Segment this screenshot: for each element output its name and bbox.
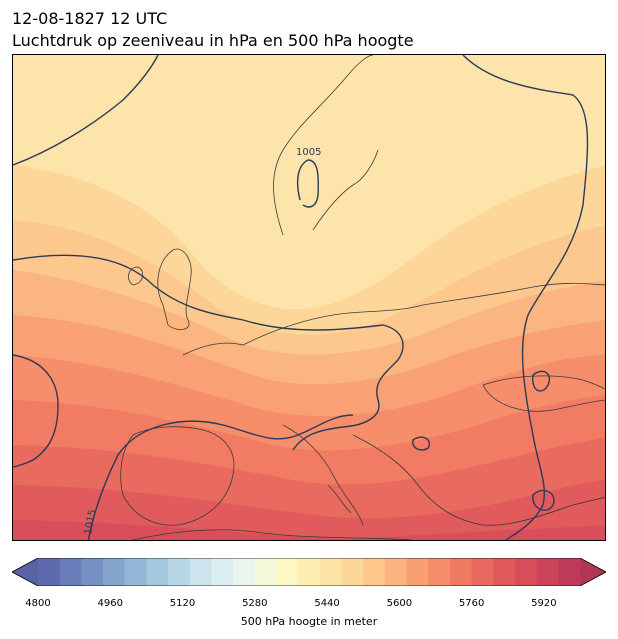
colorbar-cell <box>233 558 256 586</box>
balkans-coast <box>352 434 605 526</box>
height-band-9 <box>13 479 605 540</box>
colorbar-tick-label: 4800 <box>25 598 51 609</box>
colorbar-cell <box>59 558 82 586</box>
colorbar-cell <box>38 558 61 586</box>
colorbar-cell <box>168 558 191 586</box>
colorbar-cell <box>384 558 408 586</box>
colorbar-cell <box>189 558 212 586</box>
colorbar-tick-label: 5280 <box>242 598 268 609</box>
colorbar-cell <box>276 558 299 586</box>
isobar-label: 1015 <box>83 509 98 536</box>
colorbar-tick-label: 5920 <box>531 598 557 609</box>
colorbar-cell <box>449 558 473 586</box>
isobar-small-closed-1 <box>532 370 550 392</box>
colorbar-cell <box>254 558 277 586</box>
colorbar-cell <box>103 558 126 586</box>
colorbar-under-triangle <box>12 558 38 586</box>
africa-coast <box>130 529 414 540</box>
colorbar-cell <box>124 558 147 586</box>
isobar-small-closed-2 <box>532 489 555 511</box>
italy-coast <box>282 424 364 526</box>
colorbar-cell <box>428 558 451 586</box>
isobar-1015 <box>87 414 354 540</box>
continental-coast <box>182 282 605 356</box>
weather-map-canvas: 1005 1015 <box>13 55 605 540</box>
colorbar-cell <box>298 558 321 586</box>
scandinavia-coast <box>273 55 379 236</box>
colorbar-cell <box>406 558 429 586</box>
coastlines <box>120 55 605 540</box>
colorbar-cell <box>493 558 516 586</box>
colorbar-cell <box>319 558 343 586</box>
colorbar-cell <box>558 558 581 586</box>
map-description-title: Luchtdruk op zeeniveau in hPa en 500 hPa… <box>12 31 414 50</box>
isobar-sw-low <box>13 354 59 468</box>
colorbar-cell <box>536 558 559 586</box>
weather-map: 1005 1015 <box>12 54 606 541</box>
colorbar-tick-label: 5120 <box>169 598 196 609</box>
colorbar-cell <box>363 558 386 586</box>
colorbar-cell <box>81 558 104 586</box>
height-contour-fills <box>13 55 605 540</box>
colorbar-over-triangle <box>580 558 606 586</box>
colorbar-cell <box>146 558 169 586</box>
colorbar-cell <box>211 558 234 586</box>
black-sea-coast <box>482 375 605 412</box>
isobar-mid-europe <box>13 254 404 451</box>
isobars <box>13 55 589 540</box>
colorbar-cell <box>341 558 364 586</box>
colorbar-tick-label: 5760 <box>458 598 485 609</box>
colorbar-tick-label: 5600 <box>386 598 413 609</box>
colorbar-cell <box>514 558 538 586</box>
colorbar-label: 500 hPa hoogte in meter <box>240 615 378 628</box>
colorbar-color-cells <box>38 558 581 586</box>
isobar-eastern <box>462 55 589 540</box>
colorbar-tick-label: 5440 <box>314 598 340 609</box>
map-datetime-title: 12-08-1827 12 UTC <box>12 9 168 28</box>
isobar-small-closed-3 <box>412 436 430 451</box>
colorbar-tick-label: 4960 <box>97 598 123 609</box>
colorbar <box>12 558 606 586</box>
british-isles-coast <box>128 248 192 330</box>
iberia-coast <box>120 426 235 526</box>
isobar-1005-low <box>296 159 319 208</box>
isobar-north-west <box>13 55 159 166</box>
colorbar-cell <box>471 558 494 586</box>
isobar-label: 1005 <box>296 147 321 158</box>
